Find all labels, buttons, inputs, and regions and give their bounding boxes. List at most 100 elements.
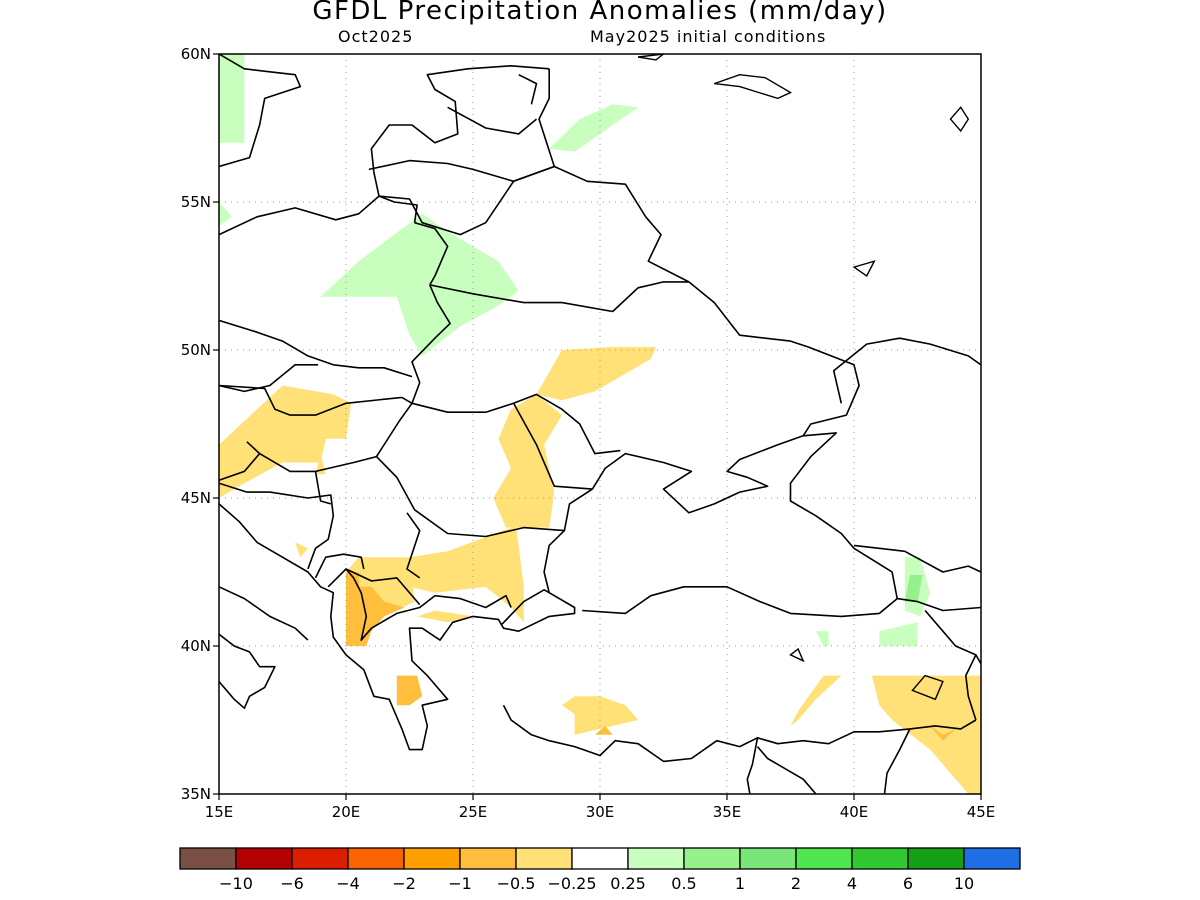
- legend-label: −1: [448, 874, 472, 893]
- border-line: [688, 281, 860, 437]
- legend-label: −6: [280, 874, 304, 893]
- border-line: [513, 165, 690, 283]
- legend-label: −0.5: [497, 874, 536, 893]
- anomaly-region: [904, 575, 923, 602]
- lon-tick-label: 15E: [205, 803, 234, 821]
- border-line: [314, 471, 332, 505]
- anomaly-region: [219, 385, 352, 498]
- map-plot-area: [219, 54, 981, 794]
- lon-tick-label: 20E: [332, 803, 361, 821]
- lon-tick-label: 25E: [459, 803, 488, 821]
- border-line: [897, 597, 981, 612]
- anomaly-region: [358, 586, 405, 646]
- lat-tick-label: 60N: [181, 45, 211, 63]
- lake-outline: [852, 260, 876, 278]
- legend-label: 10: [954, 874, 974, 893]
- border-line: [414, 221, 449, 286]
- gridlines: [219, 54, 981, 794]
- border-line: [345, 568, 421, 606]
- anomaly-region: [549, 104, 639, 152]
- border-line: [883, 728, 911, 794]
- anomaly-region: [396, 675, 423, 706]
- legend-swatch: [347, 847, 405, 870]
- anomaly-region: [493, 394, 562, 528]
- anomaly-region: [594, 725, 613, 735]
- lat-tick-label: 45N: [181, 489, 211, 507]
- legend-swatch: [851, 847, 909, 870]
- map-title: GFDL Precipitation Anomalies (mm/day): [312, 0, 888, 26]
- lon-tick-label: 40E: [840, 803, 869, 821]
- border-line: [411, 393, 621, 455]
- anomaly-fills: [219, 54, 981, 794]
- anomaly-region: [815, 631, 829, 646]
- lake-outline: [714, 73, 793, 100]
- lon-tick-label: 30E: [586, 803, 615, 821]
- border-line: [375, 456, 565, 538]
- legend-swatch: [963, 847, 1021, 870]
- anomaly-region: [417, 610, 473, 623]
- legend-label: 2: [791, 874, 801, 893]
- lake-outline: [911, 674, 944, 701]
- border-line: [219, 363, 319, 393]
- border-line: [314, 553, 365, 579]
- legend-label: 6: [903, 874, 913, 893]
- border-line: [219, 319, 413, 378]
- anomaly-region: [409, 527, 524, 623]
- anomaly-region: [879, 622, 918, 646]
- border-line: [327, 568, 512, 641]
- legend-swatch: [907, 847, 965, 870]
- border-line: [538, 68, 556, 167]
- border-line: [246, 402, 413, 473]
- anomaly-region: [871, 675, 981, 794]
- anomaly-region: [790, 675, 842, 726]
- legend-label: 4: [847, 874, 857, 893]
- lake-outline: [637, 54, 665, 61]
- legend-swatch: [739, 847, 797, 870]
- legend-swatch: [403, 847, 461, 870]
- anomaly-region: [346, 572, 362, 646]
- legend-swatch: [627, 847, 685, 870]
- border-line: [219, 65, 550, 236]
- longitude-axis: 15E 20E 25E 30E 35E 40E 45E: [205, 794, 996, 821]
- border-line: [368, 159, 555, 183]
- border-line: [518, 73, 538, 105]
- legend-swatch: [515, 847, 573, 870]
- legend-swatch: [179, 847, 237, 870]
- initial-conditions-label: May2025 initial conditions: [590, 27, 827, 46]
- border-line: [378, 180, 515, 236]
- anomaly-region: [930, 725, 956, 741]
- legend-swatch: [459, 847, 517, 870]
- border-line: [219, 453, 261, 481]
- forecast-month-label: Oct2025: [338, 27, 414, 46]
- border-line: [429, 281, 689, 313]
- lat-tick-label: 35N: [181, 785, 211, 803]
- border-line: [219, 384, 402, 416]
- country-borders: [219, 54, 981, 794]
- border-line: [219, 482, 335, 570]
- border-line: [500, 588, 550, 626]
- border-line: [378, 195, 418, 223]
- anomaly-region: [561, 696, 639, 735]
- border-line: [401, 284, 451, 405]
- border-line: [756, 746, 817, 794]
- legend-swatch: [795, 847, 853, 870]
- color-legend: −10 −6 −4 −2 −1 −0.5 −0.25 0.25 0.5 1 2 4 6 10: [179, 847, 1021, 893]
- border-line: [502, 704, 759, 794]
- legend-label: −4: [336, 874, 360, 893]
- legend-label: 0.5: [671, 874, 696, 893]
- lon-tick-label: 45E: [967, 803, 996, 821]
- anomaly-region: [295, 542, 308, 558]
- anomaly-region: [320, 213, 519, 356]
- anomaly-region: [536, 347, 656, 401]
- lat-tick-label: 55N: [181, 193, 211, 211]
- lake-outline: [789, 647, 805, 663]
- lake-outline: [949, 106, 970, 133]
- legend-label: 0.25: [610, 874, 646, 893]
- border-line: [832, 337, 981, 404]
- legend-label: −2: [392, 874, 416, 893]
- border-line: [512, 402, 593, 490]
- border-line: [447, 106, 538, 135]
- border-line: [406, 512, 421, 579]
- border-line: [757, 719, 977, 745]
